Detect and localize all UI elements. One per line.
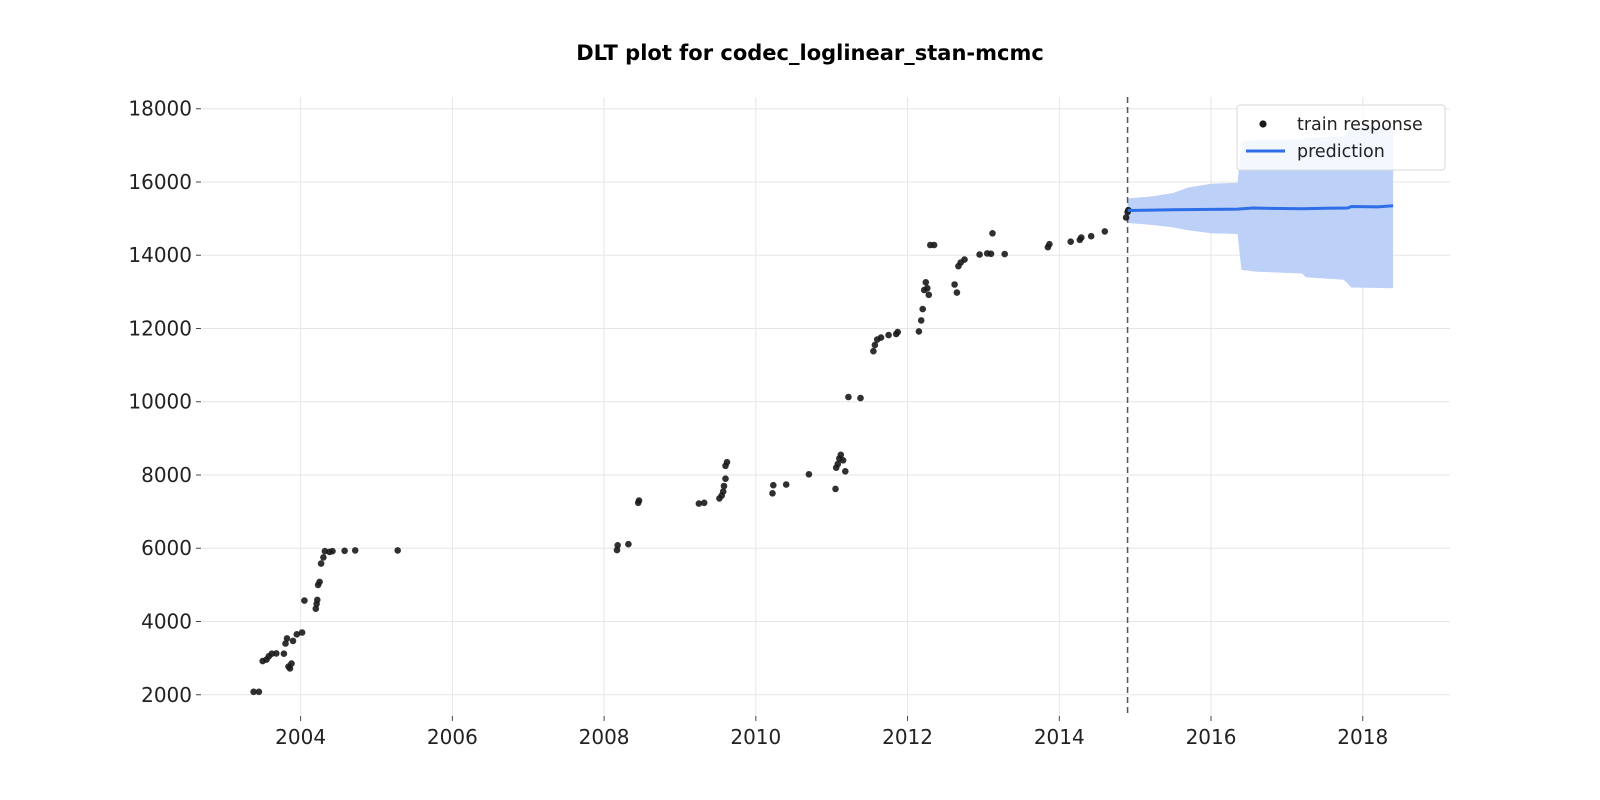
train-response-point xyxy=(722,475,729,483)
train-response-point xyxy=(989,230,996,237)
train-response-point xyxy=(1122,214,1130,221)
train-response-point xyxy=(917,317,925,324)
x-tick-label: 2004 xyxy=(275,725,326,749)
train-response-point xyxy=(919,305,926,313)
train-response-point xyxy=(894,328,901,336)
prediction-line xyxy=(1127,204,1394,212)
train-response-point xyxy=(857,394,864,402)
train-response-point xyxy=(885,331,892,339)
train-response-point xyxy=(719,488,727,495)
train-response-point xyxy=(288,660,295,667)
train-response-point xyxy=(976,251,983,258)
train-response-point xyxy=(782,481,790,488)
x-tick-label: 2016 xyxy=(1186,725,1237,749)
train-response-point xyxy=(255,688,263,696)
train-response-point xyxy=(625,540,632,548)
train-response-point xyxy=(394,547,402,554)
legend: train response prediction xyxy=(1236,104,1446,171)
legend-marker-train-response xyxy=(1259,120,1267,128)
train-response-point xyxy=(770,481,777,489)
train-response-point xyxy=(1046,240,1053,248)
y-tick-label: 12000 xyxy=(128,316,192,340)
y-tick-label: 2000 xyxy=(141,683,192,707)
train-response-point xyxy=(283,635,291,642)
train-response-point xyxy=(951,281,958,288)
train-response-point xyxy=(351,547,359,554)
train-response-point xyxy=(280,650,288,657)
y-tick-label: 16000 xyxy=(128,170,192,194)
train-response-point xyxy=(1067,238,1074,245)
train-response-point xyxy=(293,631,301,638)
y-tick-label: 4000 xyxy=(141,610,192,634)
y-tick-label: 6000 xyxy=(141,536,192,560)
train-response-point xyxy=(1001,250,1008,258)
train-response-point xyxy=(695,500,703,507)
train-response-point xyxy=(614,542,621,549)
train-response-point xyxy=(845,393,852,401)
legend-label-prediction: prediction xyxy=(1297,142,1385,162)
train-response-point xyxy=(314,596,321,604)
train-response-point xyxy=(915,328,923,335)
x-tick-label: 2012 xyxy=(882,725,933,749)
train-response-point xyxy=(282,640,289,647)
train-response-point xyxy=(805,471,813,478)
train-response-point xyxy=(842,468,849,475)
x-tick-label: 2014 xyxy=(1034,725,1085,749)
train-response-point xyxy=(289,637,297,645)
legend-frame xyxy=(1236,104,1446,171)
train-response-point xyxy=(316,578,323,586)
train-response-point xyxy=(635,497,643,504)
train-response-point xyxy=(837,451,845,459)
train-response-point xyxy=(250,688,257,696)
train-response-point xyxy=(769,490,776,497)
train-response-point xyxy=(1101,228,1109,235)
legend-label-train-response: train response xyxy=(1297,115,1423,135)
y-tick-label: 14000 xyxy=(128,243,192,267)
train-response-point xyxy=(317,560,325,567)
train-response-point xyxy=(832,485,839,493)
y-tick-label: 8000 xyxy=(141,463,192,487)
train-response-point xyxy=(871,341,879,349)
train-response-point xyxy=(329,547,336,555)
train-response-point xyxy=(301,597,308,604)
train-response-point xyxy=(839,457,847,464)
grid-lines xyxy=(202,97,1450,716)
train-response-point xyxy=(720,482,728,490)
train-response-point xyxy=(834,460,842,468)
train-response-point xyxy=(700,499,708,507)
train-response-point xyxy=(930,241,938,249)
axes: 2004 2006 2008 2010 2012 2014 2016 2018 2000 4000… xyxy=(128,97,1388,749)
y-tick-label: 10000 xyxy=(128,390,192,414)
train-response-point xyxy=(298,629,306,636)
x-tick-label: 2006 xyxy=(427,725,478,749)
x-tick-label: 2010 xyxy=(730,725,781,749)
train-response-point xyxy=(870,347,877,355)
train-response-point xyxy=(341,547,348,555)
x-tick-label: 2018 xyxy=(1337,725,1388,749)
train-response-point xyxy=(1087,232,1095,240)
y-tick-label: 18000 xyxy=(128,97,192,121)
train-response-point xyxy=(877,334,885,341)
train-response-point xyxy=(320,554,327,561)
train-response-point xyxy=(925,291,933,299)
train-points-layer xyxy=(250,206,1132,696)
train-response-point xyxy=(1078,234,1085,241)
train-response-point xyxy=(924,284,931,292)
prediction-line-layer xyxy=(1127,204,1394,212)
train-response-point xyxy=(953,289,961,296)
train-response-point xyxy=(723,458,731,466)
train-response-point xyxy=(987,250,995,258)
x-tick-label: 2008 xyxy=(579,725,630,749)
train-response-point xyxy=(961,256,968,263)
chart-title: DLT plot for codec_loglinear_stan-mcmc xyxy=(576,41,1044,65)
train-response-point xyxy=(273,650,280,657)
train-response-point xyxy=(922,279,930,286)
